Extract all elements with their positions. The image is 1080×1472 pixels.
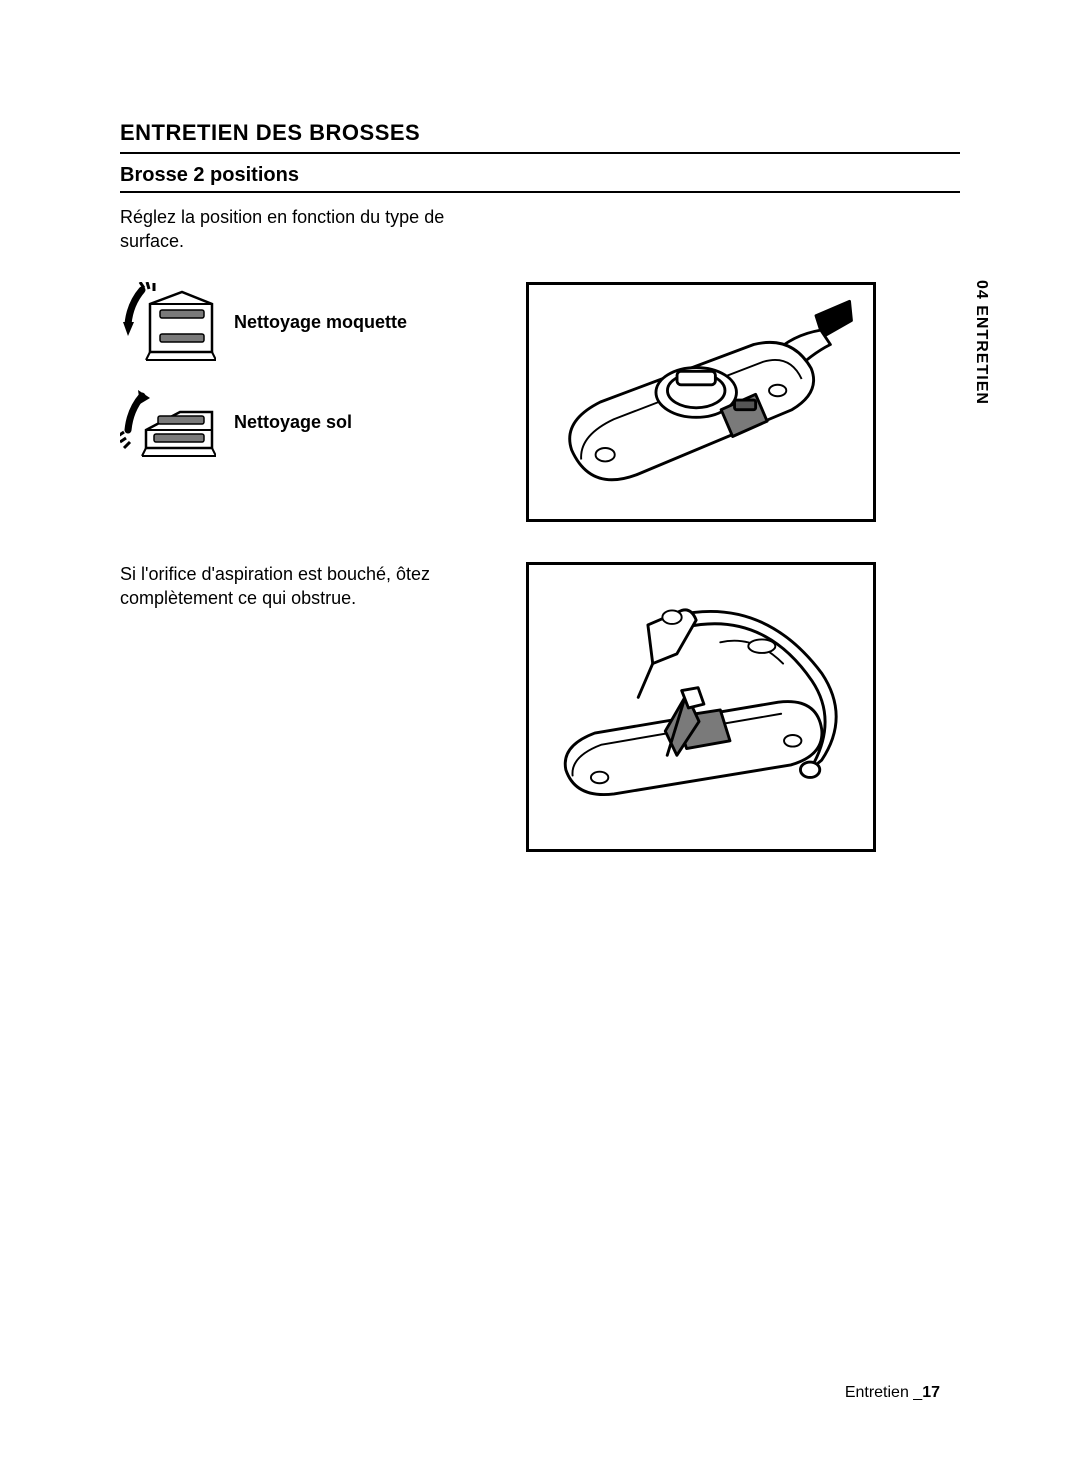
mode-floor-row: Nettoyage sol — [120, 382, 490, 464]
footer-label: Entretien _ — [845, 1384, 922, 1401]
subsection-title: Brosse 2 positions — [120, 164, 960, 193]
unclog-figure — [526, 562, 876, 852]
floor-mode-label: Nettoyage sol — [234, 412, 352, 433]
side-tab-label: 04 ENTRETIEN — [972, 280, 990, 405]
intro-text: Réglez la position en fonction du type d… — [120, 205, 480, 254]
carpet-pedal-icon — [120, 282, 216, 364]
section-title: ENTRETIEN DES BROSSES — [120, 120, 960, 154]
footer-page-number: 17 — [922, 1384, 940, 1401]
page-footer: Entretien _17 — [845, 1384, 940, 1402]
carpet-mode-label: Nettoyage moquette — [234, 312, 407, 333]
blockage-row: Si l'orifice d'aspiration est bouché, ôt… — [120, 562, 960, 852]
blockage-text: Si l'orifice d'aspiration est bouché, ôt… — [120, 562, 480, 611]
mode-carpet-row: Nettoyage moquette — [120, 282, 490, 364]
brush-head-figure — [526, 282, 876, 522]
floor-pedal-icon — [120, 382, 216, 464]
position-modes-row: Nettoyage moquette — [120, 282, 960, 522]
